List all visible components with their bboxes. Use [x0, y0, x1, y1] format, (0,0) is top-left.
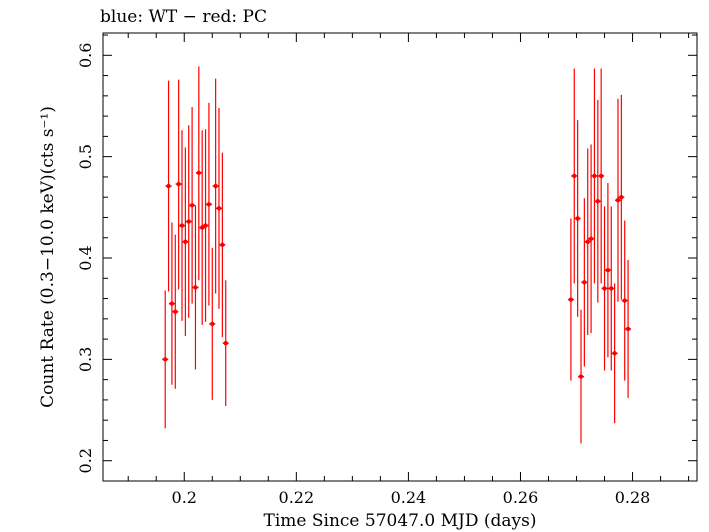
data-point	[219, 152, 226, 338]
point-marker	[588, 236, 594, 241]
data-point	[189, 106, 196, 304]
point-marker	[213, 183, 218, 189]
x-tick-label: 0.26	[503, 488, 539, 507]
point-marker	[622, 298, 627, 303]
point-marker	[595, 199, 601, 204]
data-point	[185, 125, 192, 318]
data-point	[205, 102, 212, 306]
data-point	[222, 280, 229, 406]
data-point	[588, 144, 595, 334]
data-point	[175, 79, 182, 290]
point-marker	[615, 198, 621, 203]
point-marker	[193, 285, 198, 290]
x-axis: 0.2 0.22 0.24 0.26 0.28	[127, 33, 690, 507]
point-marker	[169, 301, 175, 306]
y-tick-label: 0.5	[76, 144, 95, 169]
point-marker	[166, 183, 171, 189]
data-point	[165, 80, 172, 292]
point-marker	[189, 203, 195, 208]
plot-frame	[102, 32, 698, 482]
y-axis: 0.2 0.3 0.4 0.5 0.6	[76, 34, 697, 482]
chart-title: blue: WT − red: PC	[100, 7, 267, 27]
data-point	[598, 68, 605, 284]
point-marker	[186, 219, 191, 224]
data-point	[594, 99, 601, 303]
point-marker	[602, 286, 607, 291]
data-series-pc	[162, 66, 632, 444]
point-marker	[206, 202, 212, 207]
point-marker	[612, 351, 617, 356]
point-marker	[609, 286, 614, 291]
point-marker	[625, 326, 631, 332]
data-point	[578, 309, 585, 444]
point-marker	[199, 225, 205, 230]
data-point	[608, 206, 615, 371]
point-marker	[223, 340, 228, 346]
data-point	[192, 205, 199, 370]
data-point	[574, 120, 581, 317]
data-point	[215, 108, 222, 309]
data-point	[199, 130, 206, 325]
data-point	[601, 206, 608, 371]
point-marker	[568, 297, 574, 302]
x-tick-label: 0.24	[391, 488, 427, 507]
point-marker	[210, 321, 215, 327]
y-axis-label: Count Rate (0.3−10.0 keV)(cts s⁻¹)	[38, 106, 58, 408]
x-tick-label: 0.22	[279, 488, 315, 507]
data-point	[571, 68, 578, 284]
data-point	[611, 283, 618, 424]
point-marker	[203, 223, 208, 228]
x-tick-label: 0.28	[615, 488, 651, 507]
data-point	[168, 222, 175, 385]
data-point	[604, 183, 611, 358]
x-axis-label: Time Since 57047.0 MJD (days)	[264, 511, 537, 531]
point-marker	[216, 206, 222, 211]
data-point	[618, 94, 625, 300]
data-point	[591, 68, 598, 284]
point-marker	[598, 173, 604, 179]
data-point	[209, 247, 216, 400]
data-point	[614, 98, 621, 302]
point-marker	[163, 357, 168, 362]
point-marker	[582, 280, 587, 285]
point-marker	[196, 170, 202, 176]
y-tick-label: 0.4	[76, 245, 95, 270]
y-tick-label: 0.2	[76, 448, 95, 473]
point-marker	[575, 216, 580, 221]
data-point	[195, 66, 202, 281]
data-point	[172, 234, 179, 389]
data-point	[162, 290, 169, 429]
data-point	[567, 218, 574, 381]
point-marker	[585, 239, 590, 244]
data-point	[179, 130, 186, 321]
y-tick-label: 0.3	[76, 347, 95, 372]
data-point	[584, 148, 591, 336]
point-marker	[572, 173, 577, 179]
point-marker	[183, 239, 188, 244]
data-point	[182, 147, 189, 337]
data-point	[212, 78, 219, 294]
data-point	[581, 198, 588, 367]
x-tick-label: 0.2	[172, 488, 197, 507]
point-marker	[578, 374, 584, 379]
data-point	[625, 260, 632, 398]
point-marker	[592, 173, 597, 179]
point-marker	[173, 309, 178, 314]
data-point	[202, 129, 209, 322]
point-marker	[176, 181, 181, 187]
data-point	[621, 220, 628, 381]
point-marker	[619, 194, 624, 200]
y-tick-label: 0.6	[76, 43, 95, 68]
point-marker	[605, 267, 611, 273]
point-marker	[179, 223, 185, 228]
point-marker	[220, 242, 225, 248]
